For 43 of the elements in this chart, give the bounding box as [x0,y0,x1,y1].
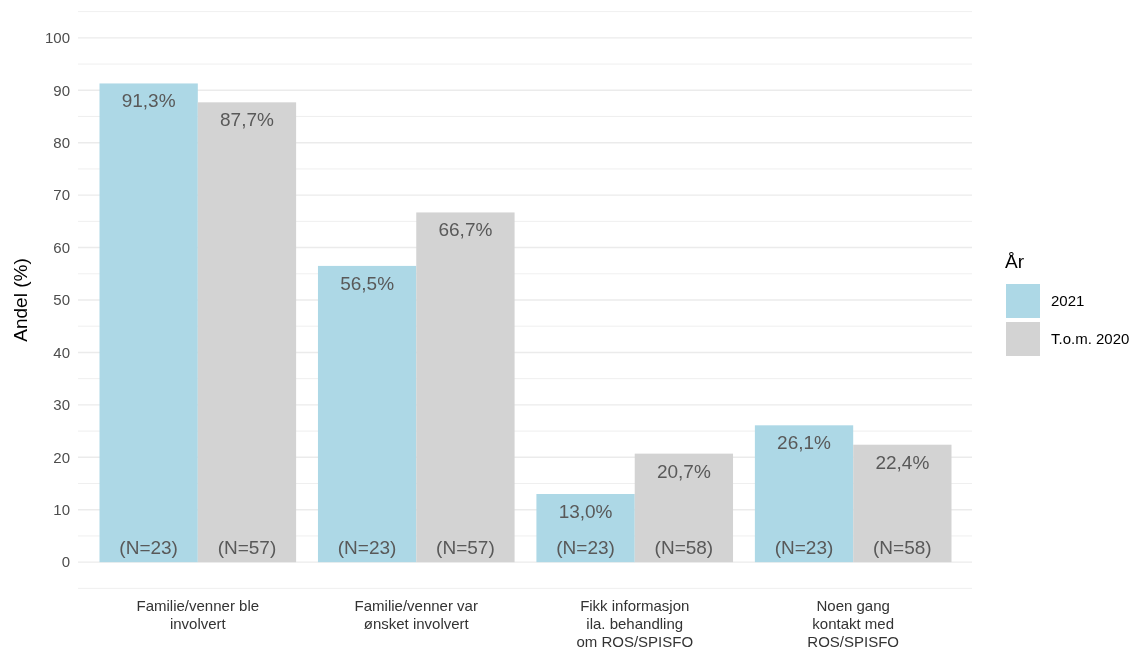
y-tick-label: 90 [53,81,70,99]
x-tick-label: Fikk informasjon ila. behandling om ROS/SPISFO [576,597,694,650]
y-tick-label: 0 [61,553,70,571]
annotation: (N=58) [654,537,714,559]
y-tick-label: 50 [53,291,70,309]
y-tick-label: 60 [53,238,70,256]
y-axis-title: Andel (%) [10,258,31,342]
annotation: (N=23) [774,537,834,559]
data-label: 87,7% [220,109,274,131]
bar [197,102,297,563]
bar [634,453,734,563]
x-tick-label: Familie/venner ble involvert [136,597,260,632]
data-label: 26,1% [777,432,832,454]
y-tick-label: 10 [53,500,70,518]
legend-title: År [1005,251,1025,272]
legend-label: 2021 [1051,292,1085,310]
x-tick-label: Familie/venner var ønsket involvert [354,597,478,632]
annotation: (N=23) [119,537,178,559]
y-tick-label: 40 [53,343,70,361]
data-label: 22,4% [875,451,930,473]
y-tick-label: 30 [53,396,70,414]
annotation: (N=23) [556,537,615,559]
bar [317,265,417,563]
bar [853,444,952,563]
bar [416,212,515,563]
annotation: (N=57) [217,537,277,559]
bar [536,494,635,563]
annotation: (N=23) [337,537,397,559]
annotation: (N=58) [873,537,932,559]
y-tick-label: 20 [53,448,70,466]
y-tick-label: 100 [44,29,70,47]
y-tick-label: 80 [53,133,70,151]
x-tick-label: Noen gang kontakt med ROS/SPISFO [807,597,900,650]
data-label: 20,7% [656,460,711,482]
data-label: 13,0% [558,501,613,522]
data-label: 56,5% [340,272,395,294]
data-label: 91,3% [121,90,176,112]
bar [99,83,198,563]
bar [754,425,854,563]
data-label: 66,7% [438,219,493,241]
legend-label: T.o.m. 2020 [1051,330,1130,348]
y-tick-label: 70 [53,186,70,204]
annotation: (N=57) [436,537,495,559]
